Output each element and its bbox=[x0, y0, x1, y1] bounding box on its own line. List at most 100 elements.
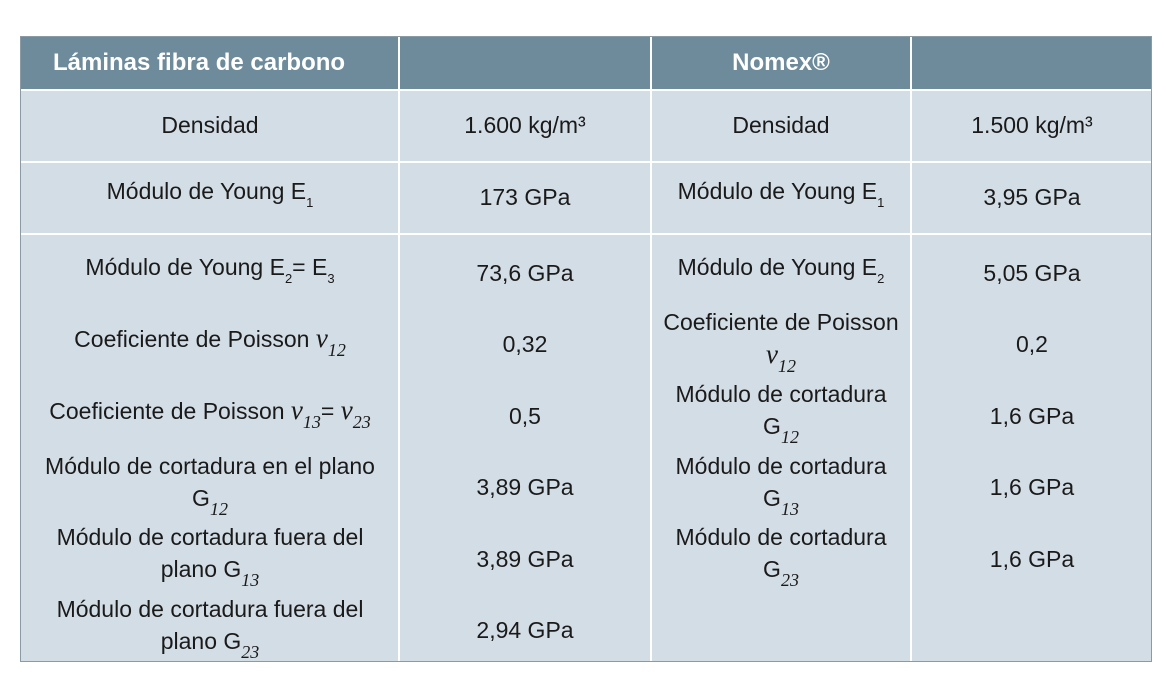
header-cell: Láminas fibra de carbono bbox=[53, 49, 346, 76]
cell: 1,6 GPa bbox=[911, 523, 1153, 594]
text-run: 73,6 GPa bbox=[476, 259, 574, 286]
text-run: 5,05 GPa bbox=[983, 259, 1081, 286]
text-run: Módulo de cortadura G bbox=[675, 381, 887, 439]
cell-text: Coeficiente de Poisson v12 bbox=[657, 306, 905, 382]
cell-text: Módulo de Young E1 bbox=[107, 175, 314, 219]
cell: Módulo de cortadura fuera del plano G23 bbox=[21, 595, 399, 666]
cell-text: 0,2 bbox=[1016, 328, 1048, 360]
cell-text: 173 GPa bbox=[480, 181, 571, 213]
subscript: 12 bbox=[327, 340, 346, 360]
cell-text: Módulo de cortadura en el plano G12 bbox=[27, 450, 393, 525]
cell: Densidad bbox=[651, 89, 911, 161]
text-run: = bbox=[320, 397, 341, 424]
cell: 1,6 GPa bbox=[911, 452, 1153, 523]
cell-text: 1,6 GPa bbox=[990, 543, 1074, 575]
variable: v bbox=[340, 394, 353, 425]
cell-text: 1.500 kg/m³ bbox=[971, 109, 1092, 141]
text-run: 2,94 GPa bbox=[476, 617, 574, 643]
cell: 3,95 GPa bbox=[911, 161, 1153, 233]
cell-text: 0,5 bbox=[509, 400, 541, 432]
header-cell: Nomex® bbox=[732, 49, 830, 76]
cell-text: 3,95 GPa bbox=[983, 181, 1080, 213]
cell: 0,5 bbox=[399, 380, 651, 451]
cell: Módulo de Young E1 bbox=[21, 161, 399, 233]
cell: Módulo de Young E2= E3 bbox=[21, 237, 399, 308]
text-run: Módulo de cortadura en el plano G bbox=[45, 452, 375, 511]
text-run: Densidad bbox=[732, 112, 830, 138]
subscript: 13 bbox=[241, 570, 260, 590]
subscript: 23 bbox=[352, 411, 371, 432]
subscript: 13 bbox=[302, 411, 321, 432]
text-run: = E bbox=[292, 253, 328, 280]
cell-text: 1,6 GPa bbox=[990, 400, 1074, 432]
text-run: 1,6 GPa bbox=[989, 402, 1075, 429]
cell: Módulo de cortadura G13 bbox=[651, 452, 911, 523]
cell-text: Módulo de cortadura G12 bbox=[657, 378, 905, 453]
text-run: Módulo de Young E bbox=[85, 253, 285, 280]
cell: Coeficiente de Poisson v12 bbox=[21, 309, 399, 380]
row-divider bbox=[21, 89, 1151, 91]
subscript: 12 bbox=[780, 427, 799, 447]
cell: Módulo de Young E1 bbox=[651, 161, 911, 233]
table: Láminas fibra de carbono Nomex® Densidad… bbox=[20, 36, 1152, 662]
cell-text: 5,05 GPa bbox=[983, 257, 1080, 289]
cell-text: Coeficiente de Poisson v13= v23 bbox=[49, 394, 370, 438]
subscript: 3 bbox=[327, 270, 335, 286]
text-run: 0,2 bbox=[1016, 331, 1048, 357]
cell: 1.500 kg/m³ bbox=[911, 89, 1153, 161]
cell: Coeficiente de Poisson v13= v23 bbox=[21, 380, 399, 451]
cell: Módulo de Young E2 bbox=[651, 237, 911, 308]
cell-text: Módulo de cortadura fuera del plano G13 bbox=[27, 521, 393, 596]
text-run: Coeficiente de Poisson bbox=[49, 397, 291, 424]
row-divider bbox=[21, 161, 1151, 163]
text-run: 1.600 kg/m³ bbox=[464, 112, 586, 138]
subscript: 1 bbox=[306, 195, 314, 210]
variable: v bbox=[315, 323, 328, 353]
text-run: Coeficiente de Poisson bbox=[74, 326, 316, 352]
cell-text: 3,89 GPa bbox=[476, 543, 573, 575]
cell: 3,89 GPa bbox=[399, 523, 651, 594]
cell-text: Módulo de Young E2= E3 bbox=[85, 251, 334, 295]
cell: 173 GPa bbox=[399, 161, 651, 233]
column-divider bbox=[910, 37, 912, 661]
cell: 1.600 kg/m³ bbox=[399, 89, 651, 161]
text-run: 173 GPa bbox=[479, 184, 571, 210]
cell-text: 1.600 kg/m³ bbox=[464, 109, 585, 141]
text-run: 1,6 GPa bbox=[989, 545, 1075, 572]
cell-text: 0,32 bbox=[503, 328, 548, 360]
text-run: Módulo de cortadura G bbox=[675, 524, 887, 582]
subscript: 1 bbox=[877, 195, 885, 210]
cell-text: 2,94 GPa bbox=[476, 614, 573, 646]
text-run: 3,95 GPa bbox=[983, 184, 1081, 210]
subscript: 23 bbox=[780, 570, 799, 590]
subscript: 12 bbox=[209, 498, 228, 519]
cell: Coeficiente de Poisson v12 bbox=[651, 309, 911, 380]
row-divider bbox=[21, 233, 1151, 235]
subscript: 13 bbox=[780, 498, 799, 519]
header-row bbox=[21, 37, 1151, 89]
subscript: 12 bbox=[777, 356, 796, 376]
text-run: Módulo de cortadura G bbox=[675, 452, 887, 511]
cell: 73,6 GPa bbox=[399, 237, 651, 308]
cell-text: Módulo de cortadura fuera del plano G23 bbox=[27, 593, 393, 668]
cell: 0,32 bbox=[399, 309, 651, 380]
text-run: Densidad bbox=[161, 112, 259, 138]
column-divider bbox=[398, 37, 400, 661]
text-run: 1,6 GPa bbox=[989, 474, 1075, 500]
cell-text: Módulo de cortadura G23 bbox=[657, 521, 905, 596]
variable: v bbox=[766, 339, 778, 369]
cell-text: Módulo de Young E1 bbox=[678, 175, 885, 219]
text-run: Coeficiente de Poisson bbox=[663, 309, 899, 335]
cell-text: Módulo de cortadura G13 bbox=[657, 450, 905, 525]
cell-text: 73,6 GPa bbox=[476, 257, 573, 289]
text-run: 0,32 bbox=[502, 331, 548, 357]
cell-text: Densidad bbox=[161, 109, 258, 141]
text-run: 3,89 GPa bbox=[476, 474, 574, 500]
subscript: 2 bbox=[877, 270, 885, 286]
cell: Módulo de cortadura fuera del plano G13 bbox=[21, 523, 399, 594]
cell: 1,6 GPa bbox=[911, 380, 1153, 451]
text-run: Módulo de Young E bbox=[677, 178, 878, 204]
column-divider bbox=[650, 37, 652, 661]
cell-text: Coeficiente de Poisson v12 bbox=[74, 322, 346, 366]
